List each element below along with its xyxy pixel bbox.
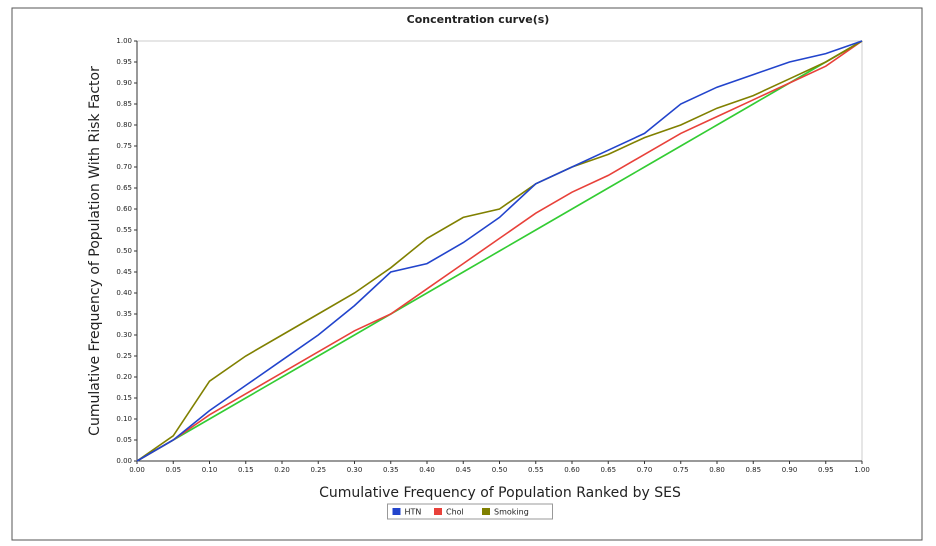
y-tick-label: 0.60 — [116, 205, 132, 213]
y-tick-label: 0.05 — [116, 436, 132, 444]
y-tick-label: 0.00 — [116, 457, 132, 465]
legend-box — [387, 503, 553, 520]
y-tick-label: 0.35 — [116, 310, 132, 318]
y-tick-label: 0.70 — [116, 163, 132, 171]
y-tick-label: 0.75 — [116, 142, 132, 150]
line-series — [136, 40, 863, 462]
x-tick-label: 0.30 — [347, 466, 363, 474]
x-tick-label: 0.65 — [600, 466, 616, 474]
legend-swatch — [434, 508, 442, 515]
y-tick-label: 1.00 — [116, 37, 132, 45]
y-tick-label: 0.10 — [116, 415, 132, 423]
y-tick-label: 0.80 — [116, 121, 132, 129]
legend-label: Smoking — [494, 508, 529, 517]
y-tick-label: 0.20 — [116, 373, 132, 381]
x-tick-label: 1.00 — [854, 466, 870, 474]
line-series — [136, 40, 863, 462]
x-tick-label: 0.95 — [818, 466, 834, 474]
legend-swatch — [392, 508, 401, 515]
chart-title: Concentration curve(s) — [407, 13, 550, 26]
x-tick-label: 0.45 — [455, 466, 471, 474]
line-series — [136, 40, 863, 462]
legend-label: Chol — [446, 508, 464, 517]
x-tick-label: 0.60 — [564, 466, 580, 474]
y-tick-label: 0.30 — [116, 331, 132, 339]
x-tick-label: 0.90 — [782, 466, 798, 474]
y-tick-label: 0.50 — [116, 247, 132, 255]
y-tick-label: 0.15 — [116, 394, 132, 402]
x-axis-label: Cumulative Frequency of Population Ranke… — [319, 485, 681, 501]
y-tick-label: 0.55 — [116, 226, 132, 234]
y-tick-label: 0.40 — [116, 289, 132, 297]
x-tick-label: 0.00 — [129, 466, 145, 474]
x-tick-label: 0.55 — [528, 466, 544, 474]
x-tick-label: 0.70 — [637, 466, 653, 474]
y-tick-label: 0.25 — [116, 352, 132, 360]
x-tick-label: 0.85 — [745, 466, 761, 474]
x-tick-label: 0.25 — [310, 466, 326, 474]
y-tick-label: 0.45 — [116, 268, 132, 276]
x-tick-label: 0.15 — [238, 466, 254, 474]
y-tick-label: 0.65 — [116, 184, 132, 192]
x-tick-label: 0.80 — [709, 466, 725, 474]
legend-label: HTN — [405, 508, 422, 517]
y-tick-label: 0.90 — [116, 79, 132, 87]
x-tick-label: 0.75 — [673, 466, 689, 474]
x-tick-label: 0.05 — [165, 466, 181, 474]
x-tick-label: 0.50 — [492, 466, 508, 474]
legend: HTN Chol Smoking — [387, 503, 553, 520]
y-axis-label: Cumulative Frequency of Population With … — [87, 66, 103, 436]
x-tick-label: 0.20 — [274, 466, 290, 474]
y-tick-label: 0.95 — [116, 58, 132, 66]
x-tick-label: 0.10 — [202, 466, 218, 474]
y-tick-label: 0.85 — [116, 100, 132, 108]
legend-swatch — [482, 508, 490, 515]
x-tick-label: 0.40 — [419, 466, 435, 474]
line-series — [136, 40, 863, 462]
x-tick-label: 0.35 — [383, 466, 399, 474]
